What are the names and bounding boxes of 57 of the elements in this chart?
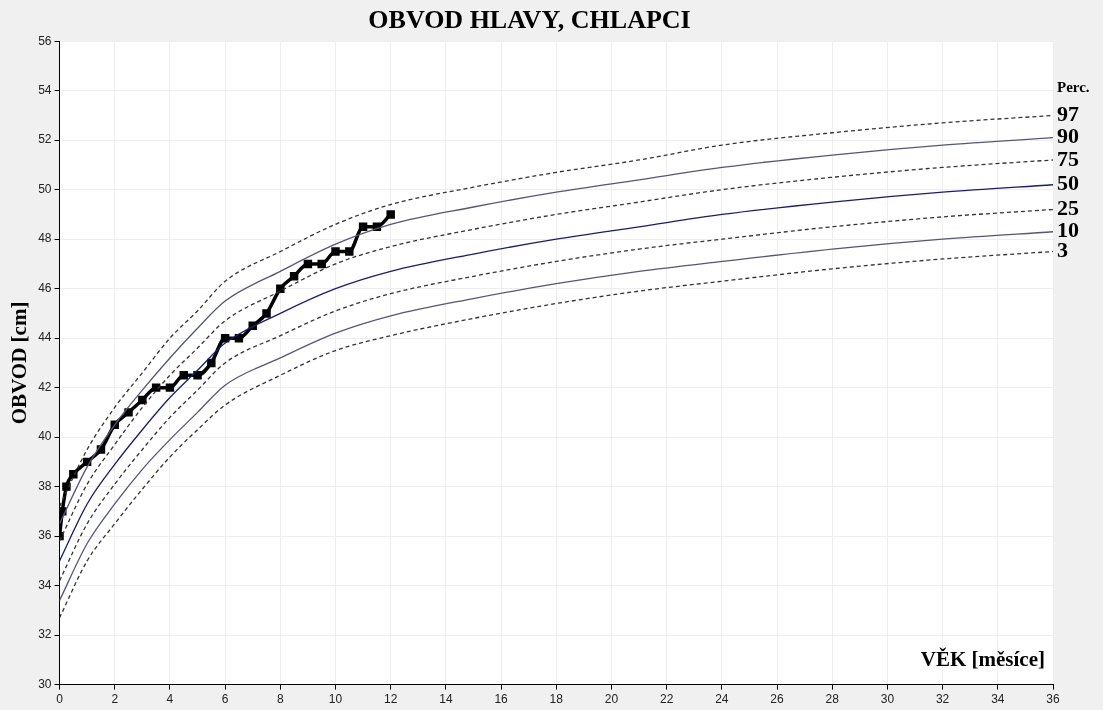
x-axis-title: VĚK [měsíce] [920, 646, 1045, 671]
x-tick-label: 26 [770, 692, 785, 707]
y-tick-label: 56 [38, 33, 52, 48]
x-tick-label: 30 [880, 692, 895, 707]
y-tick-label: 34 [38, 577, 52, 592]
x-tick-label: 16 [494, 692, 509, 707]
point [207, 358, 216, 368]
x-tick-label: 12 [384, 692, 398, 707]
y-tick-label: 48 [38, 231, 52, 246]
point [386, 210, 395, 219]
y-tick-label: 46 [38, 280, 52, 295]
x-tick-label: 32 [935, 692, 950, 707]
point [331, 247, 340, 256]
point [234, 333, 244, 343]
x-tick-label: 10 [328, 692, 343, 707]
point [124, 408, 133, 417]
y-tick-label: 38 [38, 478, 52, 493]
x-tick-label: 20 [604, 692, 619, 707]
x-tick-label: 14 [439, 692, 453, 707]
y-tick-label: 30 [38, 676, 52, 691]
point [62, 482, 71, 491]
point [138, 395, 147, 405]
x-tick-label: 6 [221, 692, 229, 707]
legend-title: Perc. [1057, 79, 1090, 96]
x-tick-label: 8 [276, 692, 284, 707]
x-tick-label: 22 [659, 692, 674, 707]
y-tick-label: 36 [38, 528, 52, 543]
y-tick-label: 40 [38, 429, 52, 444]
x-tick-label: 0 [56, 692, 64, 707]
y-axis-title: OBVOD [cm] [7, 301, 32, 425]
point [345, 247, 354, 256]
point [303, 259, 313, 269]
point [179, 371, 188, 380]
point [262, 309, 271, 318]
point [289, 272, 299, 281]
point [59, 507, 67, 516]
y-tick-label: 42 [38, 379, 52, 394]
point [220, 333, 230, 343]
x-tick-label: 4 [166, 692, 174, 707]
point [358, 222, 368, 232]
x-tick-label: 34 [991, 692, 1005, 707]
x-tick-label: 2 [111, 692, 119, 707]
series-label: 50 [1057, 170, 1079, 196]
chart-title: OBVOD HLAVY, CHLAPCI [368, 5, 691, 35]
point [276, 284, 285, 293]
x-tick-label: 28 [825, 692, 840, 707]
y-tick-label: 54 [38, 83, 52, 97]
point [317, 259, 326, 269]
y-tick-label: 32 [38, 627, 52, 642]
x-tick-label: 24 [715, 692, 729, 707]
x-tick-label: 18 [549, 692, 564, 707]
point [193, 371, 202, 380]
y-tick-label: 44 [38, 330, 52, 345]
point [165, 383, 175, 392]
x-tick-label: 36 [1046, 692, 1060, 707]
y-tick-label: 50 [38, 181, 52, 196]
y-tick-label: 52 [38, 132, 52, 147]
